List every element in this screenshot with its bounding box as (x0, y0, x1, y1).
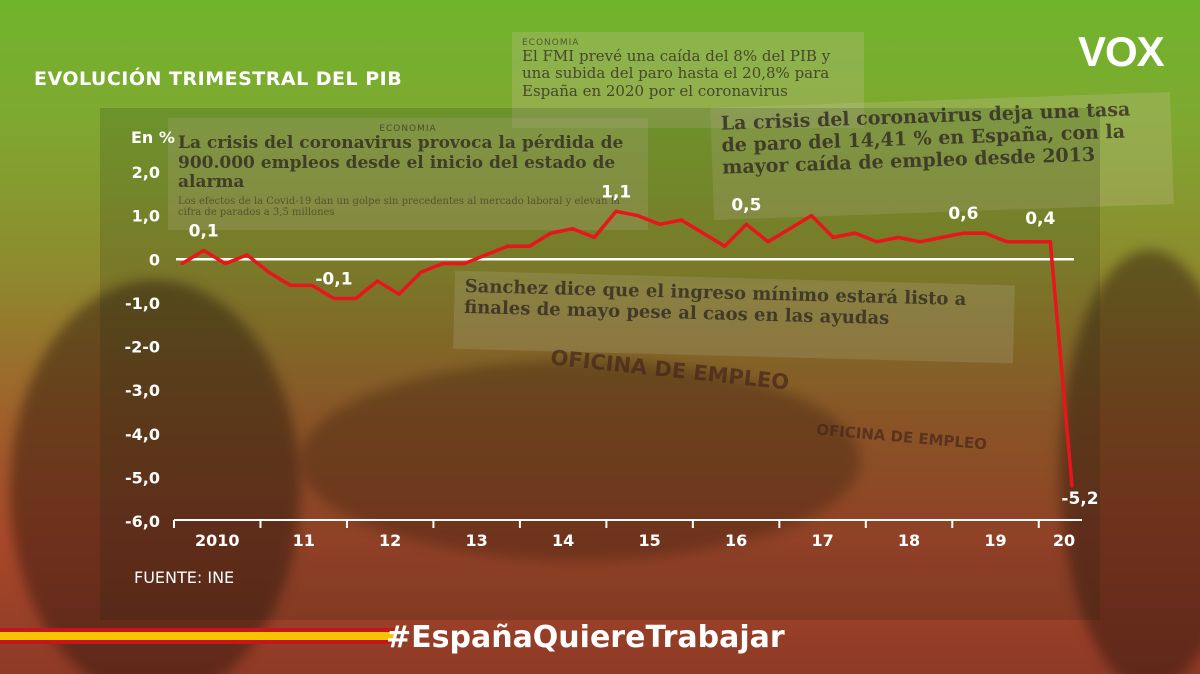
x-tick-label: 15 (638, 531, 660, 550)
x-tick-label: 17 (811, 531, 833, 550)
data-point (1048, 240, 1052, 244)
x-tick-label: 18 (898, 531, 920, 550)
flag-stripe-red (0, 640, 396, 644)
y-axis-ticks: 2,0 1,0 0 -1,0 -2-0 -3,0 -4,0 -5,0 -6,0 (124, 163, 160, 531)
y-tick-label: -6,0 (125, 512, 160, 531)
data-point (723, 244, 727, 248)
data-point (462, 262, 466, 266)
data-point (614, 209, 618, 213)
x-axis: 2010 11 12 13 14 15 16 17 18 19 20 (173, 519, 1082, 550)
data-point (419, 270, 423, 274)
data-labels: 0,1 -0,1 1,1 0,5 0,6 0,4 -5,2 (189, 182, 1099, 509)
data-point (484, 253, 488, 257)
headline-fmi: ECONOMIA El FMI prevé una caída del 8% d… (512, 32, 864, 128)
data-point (180, 262, 184, 266)
data-point (223, 262, 227, 266)
chart-title: EVOLUCIÓN TRIMESTRAL DEL PIB (34, 68, 403, 90)
y-axis-unit-label: En % (131, 128, 175, 147)
data-point (354, 297, 358, 301)
gdp-series-line (181, 209, 1074, 487)
data-point (940, 235, 944, 239)
y-tick-label: 2,0 (132, 163, 160, 182)
data-point (1027, 240, 1031, 244)
y-tick-label: -2-0 (124, 338, 160, 357)
data-point (375, 279, 379, 283)
data-point (766, 240, 770, 244)
data-point (527, 244, 531, 248)
data-point (853, 231, 857, 235)
headline-section: ECONOMIA (379, 124, 437, 134)
y-tick-label: 1,0 (132, 207, 160, 226)
x-tick-label: 2010 (195, 531, 240, 550)
data-label: -0,1 (315, 270, 352, 290)
data-point (896, 235, 900, 239)
vox-logo: VOX (1078, 28, 1165, 75)
y-tick-label: -5,0 (125, 468, 160, 487)
spanish-flag-stripes (0, 628, 396, 648)
data-point (831, 235, 835, 239)
data-point (289, 283, 293, 287)
data-point (571, 227, 575, 231)
headline-text: El FMI prevé una caída del 8% del PIB y … (522, 47, 831, 100)
campaign-hashtag: #EspañaQuiereTrabajar (386, 620, 785, 655)
headline-text: La crisis del coronavirus provoca la pér… (178, 133, 624, 193)
data-point (440, 262, 444, 266)
x-tick-label: 19 (984, 531, 1006, 550)
y-tick-label: -3,0 (125, 381, 160, 400)
data-label: 0,4 (1025, 209, 1055, 229)
flag-stripe-red (0, 628, 396, 632)
data-point (810, 214, 814, 218)
x-tick-label: 16 (725, 531, 747, 550)
data-point (658, 222, 662, 226)
headline-section: ECONOMIA (522, 38, 580, 48)
headline-subline: Los efectos de la Covid-19 dan un golpe … (178, 195, 620, 218)
data-point (679, 218, 683, 222)
data-point (636, 214, 640, 218)
data-point (245, 253, 249, 257)
data-point (961, 231, 965, 235)
source-note: FUENTE: INE (134, 568, 235, 587)
data-point (918, 240, 922, 244)
x-tick-label: 20 (1053, 531, 1075, 550)
data-point (701, 231, 705, 235)
y-tick-label: 0 (149, 250, 160, 269)
data-point (397, 292, 401, 296)
data-point (202, 249, 206, 253)
data-point (310, 283, 314, 287)
data-point (788, 227, 792, 231)
data-point (332, 297, 336, 301)
person-right-photo (1060, 250, 1200, 674)
data-point (1070, 484, 1074, 488)
x-tick-label: 14 (552, 531, 574, 550)
y-tick-label: -1,0 (125, 294, 160, 313)
queue-photo (300, 360, 860, 560)
data-label: 0,1 (189, 222, 219, 242)
data-point (983, 231, 987, 235)
data-point (506, 244, 510, 248)
data-label: 0,6 (948, 204, 978, 224)
x-tick-label: 12 (379, 531, 401, 550)
data-label: -5,2 (1061, 489, 1098, 509)
x-tick-label: 11 (293, 531, 315, 550)
x-tick-label: 13 (466, 531, 488, 550)
flag-stripe-yellow (0, 632, 396, 640)
headline-empleos: ECONOMIA La crisis del coronavirus provo… (168, 118, 648, 230)
data-point (267, 270, 271, 274)
data-point (549, 231, 553, 235)
data-point (1005, 240, 1009, 244)
data-point (744, 222, 748, 226)
chart-panel (100, 108, 1100, 620)
y-tick-label: -4,0 (125, 425, 160, 444)
series-layer (176, 209, 1074, 488)
data-label: 0,5 (731, 195, 761, 215)
data-point (592, 235, 596, 239)
data-point (875, 240, 879, 244)
person-left-photo (10, 280, 300, 674)
data-label: 1,1 (601, 182, 631, 202)
